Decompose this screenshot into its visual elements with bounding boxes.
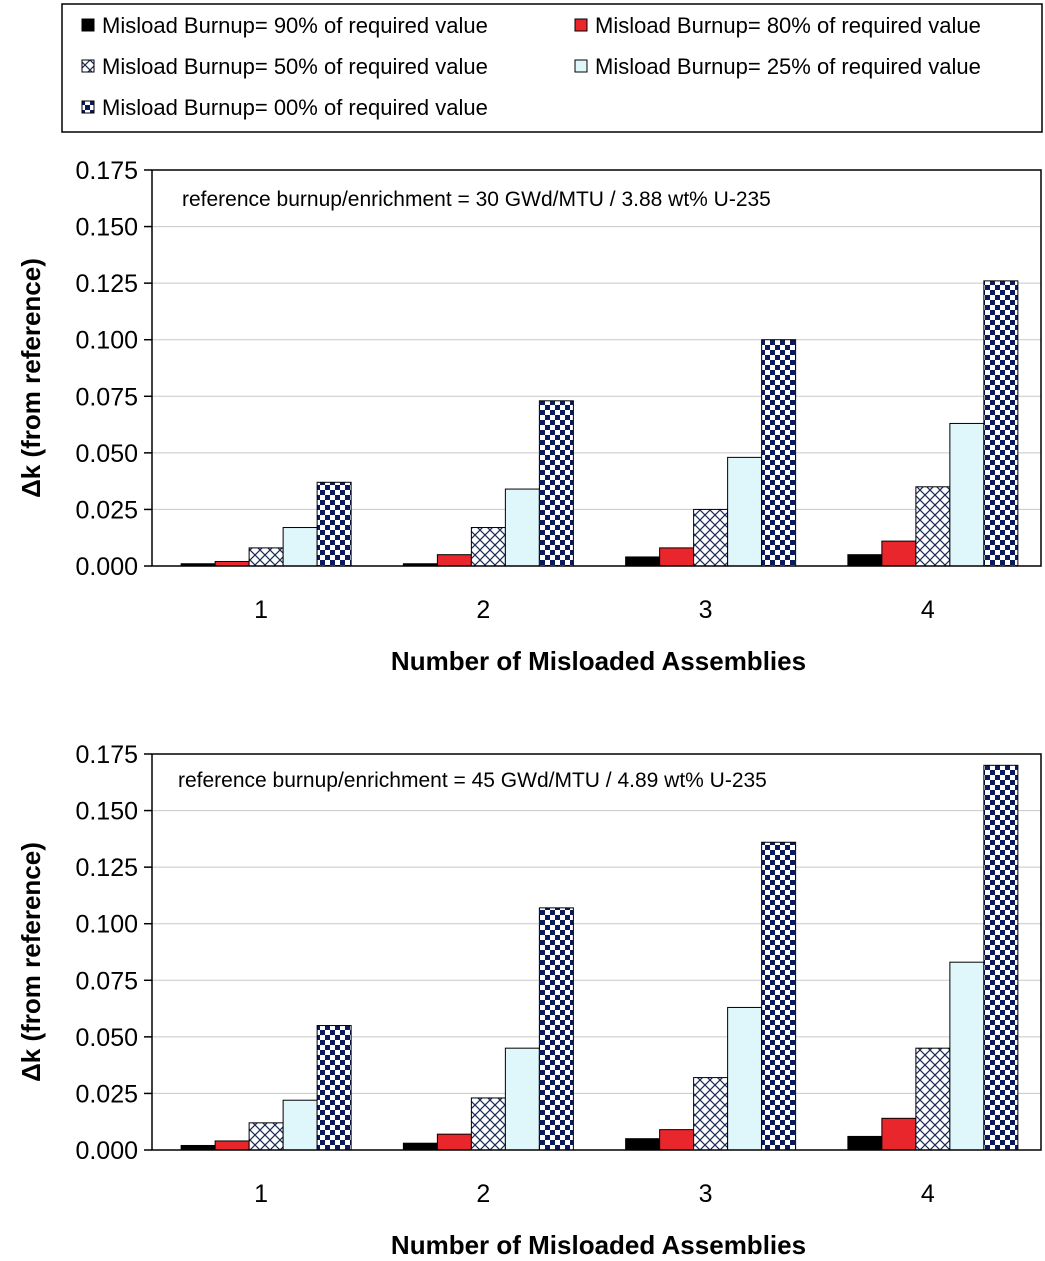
chart-top-bar-25-cat2 [504, 488, 540, 567]
chart-bottom-bar-90-cat3 [625, 1138, 661, 1151]
chart-top-x-axis-label: Number of Misloaded Assemblies [391, 646, 806, 676]
chart-top-x-tick-label: 4 [921, 596, 935, 624]
chart-top-y-tick-label: 0.000 [75, 553, 138, 581]
chart-bottom-gridlines [152, 753, 1041, 1094]
chart-bottom-y-tick-label: 0.125 [75, 854, 138, 882]
chart-top-gridlines [152, 169, 1041, 510]
chart-top-bar-00-cat2 [538, 400, 574, 567]
chart-top-y-ticks: 0.000 0.025 0.050 0.075 0.100 0.125 0.150 0.175 [75, 157, 152, 581]
chart-bottom-bar-90-cat4 [847, 1135, 883, 1151]
chart-bottom-y-tick-label: 0.000 [75, 1137, 138, 1165]
legend-swatch-50 [81, 59, 95, 73]
chart-bottom-x-tick-label: 3 [699, 1180, 713, 1208]
chart-top-y-tick-label: 0.025 [75, 496, 138, 524]
chart-top-y-tick-label: 0.125 [75, 270, 138, 298]
chart-bottom-bar-80-cat1 [214, 1140, 250, 1151]
legend-swatch-80 [574, 18, 588, 32]
legend-label-80: Misload Burnup= 80% of required value [595, 13, 981, 38]
chart-top-bar-25-cat1 [282, 527, 318, 567]
chart-bottom-bar-80-cat3 [659, 1129, 695, 1151]
chart-top-bar-25-cat3 [727, 456, 763, 567]
chart-bottom-x-tick-label: 4 [921, 1180, 935, 1208]
chart-top-y-tick-label: 0.100 [75, 327, 138, 355]
legend: Misload Burnup= 90% of required value Mi… [61, 3, 1043, 133]
legend-swatch-25 [574, 59, 588, 73]
chart-top-y-tick-label: 0.050 [75, 440, 138, 468]
chart-top-bar-80-cat3 [659, 547, 695, 567]
chart-top-plot-frame [151, 169, 1042, 567]
chart-bottom-bar-25-cat2 [504, 1047, 540, 1151]
chart-top-bar-90-cat3 [625, 556, 661, 567]
chart-top-x-tick-label: 1 [254, 596, 268, 624]
legend-label-25: Misload Burnup= 25% of required value [595, 54, 981, 79]
chart-bottom-bar-50-cat3 [693, 1077, 729, 1151]
chart-top-bar-50-cat4 [915, 486, 951, 567]
chart-top: 0.000 0.025 0.050 0.075 0.100 0.125 0.150 0.175… [16, 157, 1042, 676]
chart-bottom-bar-80-cat4 [881, 1117, 917, 1151]
chart-top-bar-90-cat4 [847, 554, 883, 567]
chart-bottom-y-tick-label: 0.175 [75, 741, 138, 769]
chart-top-bar-50-cat3 [693, 508, 729, 567]
legend-frame [61, 3, 1043, 133]
chart-bottom-bar-25-cat4 [949, 961, 985, 1151]
chart-top-bar-00-cat1 [316, 481, 352, 567]
legend-label-90: Misload Burnup= 90% of required value [102, 13, 488, 38]
legend-swatch-00 [81, 100, 95, 114]
chart-bottom-y-axis-label: Δk (from reference) [16, 842, 46, 1082]
chart-top-annotation: reference burnup/enrichment = 30 GWd/MTU… [182, 188, 771, 211]
chart-bottom-bar-80-cat2 [436, 1133, 472, 1151]
chart-bottom-bar-00-cat3 [761, 841, 797, 1151]
chart-top-x-tick-label: 3 [699, 596, 713, 624]
chart-top-bar-50-cat1 [248, 547, 284, 567]
chart-bottom-y-ticks: 0.000 0.025 0.050 0.075 0.100 0.125 0.150 0.175 [75, 741, 152, 1165]
chart-bottom-plot-frame [151, 753, 1042, 1151]
chart-bottom-bars [180, 764, 1019, 1151]
chart-top-bars [180, 280, 1019, 567]
chart-bottom-x-tick-label: 2 [476, 1180, 490, 1208]
chart-bottom-y-tick-label: 0.075 [75, 967, 138, 995]
chart-top-x-tick-label: 2 [476, 596, 490, 624]
chart-top-y-axis-label: Δk (from reference) [16, 258, 46, 498]
chart-top-y-tick-label: 0.150 [75, 214, 138, 242]
chart-bottom-bar-50-cat4 [915, 1047, 951, 1151]
chart-bottom-y-tick-label: 0.100 [75, 911, 138, 939]
legend-label-00: Misload Burnup= 00% of required value [102, 95, 488, 120]
chart-bottom-bar-50-cat1 [248, 1122, 284, 1151]
chart-top-y-tick-label: 0.175 [75, 157, 138, 185]
chart-bottom-x-axis-label: Number of Misloaded Assemblies [391, 1230, 806, 1260]
chart-bottom: 0.000 0.025 0.050 0.075 0.100 0.125 0.150 0.175… [16, 741, 1042, 1260]
chart-top-x-ticks: 1 2 3 4 [254, 596, 935, 624]
chart-bottom-y-tick-label: 0.150 [75, 798, 138, 826]
chart-top-bar-25-cat4 [949, 422, 985, 567]
chart-bottom-bar-90-cat2 [402, 1142, 438, 1151]
chart-bottom-bar-50-cat2 [470, 1097, 506, 1151]
chart-bottom-x-tick-label: 1 [254, 1180, 268, 1208]
chart-top-bar-00-cat4 [983, 280, 1019, 567]
chart-bottom-annotation: reference burnup/enrichment = 45 GWd/MTU… [178, 769, 767, 792]
chart-top-bar-80-cat4 [881, 540, 917, 567]
chart-bottom-bar-00-cat2 [538, 907, 574, 1151]
chart-top-y-tick-label: 0.075 [75, 383, 138, 411]
legend-label-50: Misload Burnup= 50% of required value [102, 54, 488, 79]
chart-top-bar-50-cat2 [470, 527, 506, 567]
chart-top-bar-00-cat3 [761, 339, 797, 567]
chart-top-bar-80-cat2 [436, 554, 472, 567]
chart-bottom-x-ticks: 1 2 3 4 [254, 1180, 935, 1208]
chart-bottom-bar-00-cat4 [983, 764, 1019, 1151]
legend-swatch-90 [81, 18, 95, 32]
chart-bottom-y-tick-label: 0.025 [75, 1080, 138, 1108]
chart-bottom-y-tick-label: 0.050 [75, 1024, 138, 1052]
chart-bottom-bar-25-cat3 [727, 1006, 763, 1151]
chart-bottom-bar-00-cat1 [316, 1025, 352, 1151]
chart-bottom-bar-25-cat1 [282, 1099, 318, 1151]
